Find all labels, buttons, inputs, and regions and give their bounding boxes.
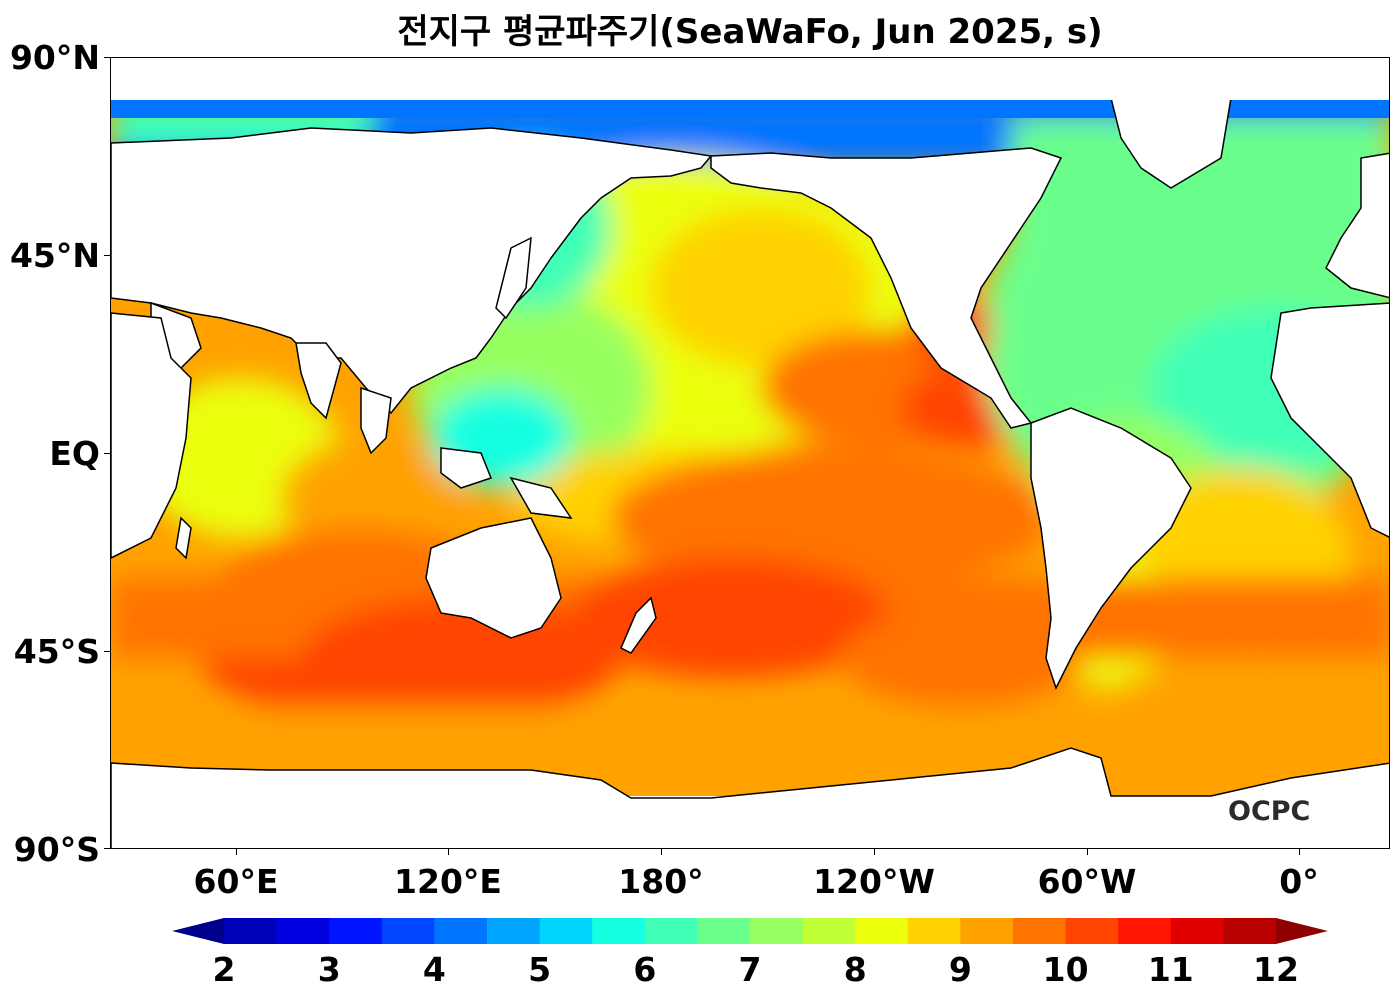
colorbar-segment [802,918,856,944]
lon-tick [661,849,662,855]
colorbar-segment [1013,918,1067,944]
colorbar-tick-label: 3 [317,950,341,989]
lat-tick [104,848,110,849]
lat-tick [104,255,110,256]
colorbar-segment [592,918,646,944]
lat-label-90s: 90°S [13,830,100,869]
lon-label-0: 0° [1279,862,1319,901]
colorbar-tick-label: 9 [948,950,972,989]
colorbar-tick-label: 6 [633,950,657,989]
colorbar-segment [960,918,1014,944]
colorbar-segment [539,918,593,944]
colorbar-tick-label: 4 [422,950,446,989]
colorbar-segment [644,918,698,944]
colorbar-extend-low [172,918,224,944]
colorbar-tick-label: 11 [1147,950,1194,989]
lon-tick [236,849,237,855]
colorbar-segment [276,918,330,944]
colorbar-segment [1223,918,1277,944]
colorbar-segment [1170,918,1224,944]
colorbar-segment [750,918,804,944]
colorbar-tick-label: 12 [1253,950,1299,989]
colorbar-tick-label: 5 [528,950,552,989]
ocpc-logo: OCPC [1228,796,1311,827]
colorbar-segment [855,918,909,944]
lon-tick [874,849,875,855]
lon-tick [1087,849,1088,855]
colorbar-segment [224,918,278,944]
colorbar-segment [434,918,488,944]
lat-tick [104,651,110,652]
colorbar-tick-label: 2 [212,950,236,989]
lon-tick [1299,849,1300,855]
lon-label-120e: 120°E [394,862,502,901]
colorbar-extend-high [1276,918,1328,944]
lon-tick [448,849,449,855]
colorbar-tick-label: 7 [738,950,762,989]
wave-period-map[interactable] [110,57,1390,849]
colorbar-segment [907,918,961,944]
lat-tick [104,57,110,58]
colorbar-segment [697,918,751,944]
colorbar-segment [1118,918,1172,944]
lon-label-60e: 60°E [193,862,279,901]
lon-label-120w: 120°W [813,862,935,901]
colorbar-segment [1065,918,1119,944]
lat-label-45n: 45°N [9,236,100,275]
lat-label-eq: EQ [49,434,100,473]
colorbar [172,918,1328,944]
colorbar-segment [329,918,383,944]
map-title: 전지구 평균파주기(SeaWaFo, Jun 2025, s) [397,12,1103,52]
lat-label-45s: 45°S [13,632,100,671]
lat-label-90n: 90°N [9,38,100,77]
colorbar-segment [381,918,435,944]
colorbar-tick-label: 8 [843,950,867,989]
lon-label-60w: 60°W [1037,862,1137,901]
lat-tick [104,453,110,454]
no-data-top [111,58,1389,100]
lon-label-180: 180° [618,862,704,901]
colorbar-tick-label: 10 [1042,950,1089,989]
colorbar-segment [487,918,541,944]
land-masses [111,97,1389,848]
